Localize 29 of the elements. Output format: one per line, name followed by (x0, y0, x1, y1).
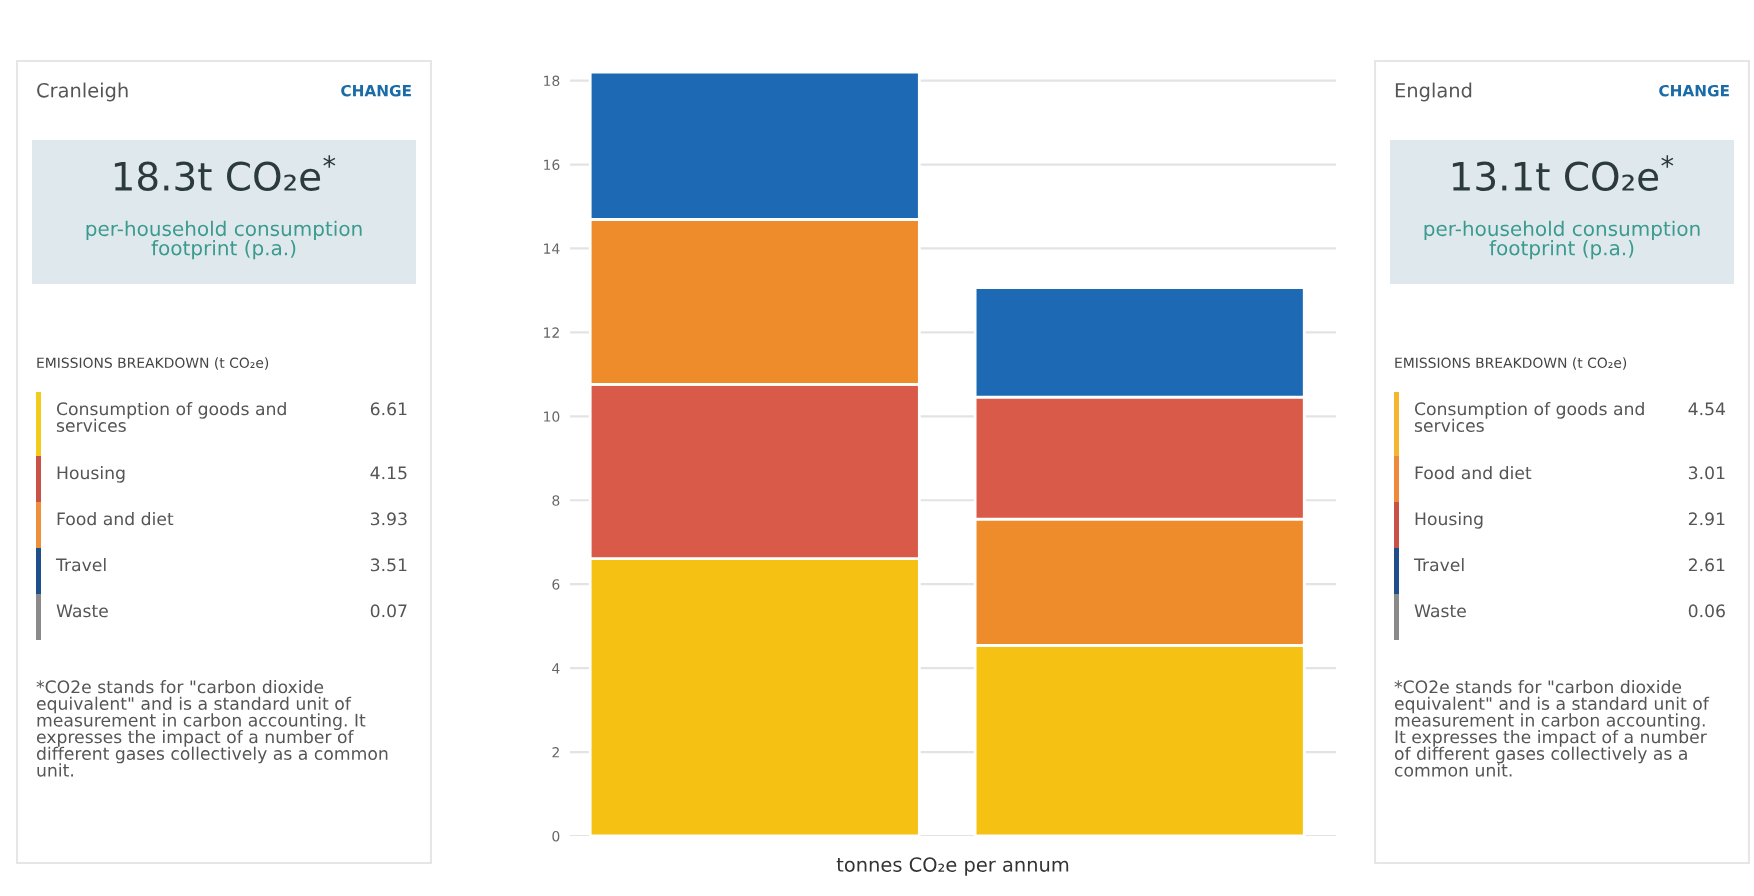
text: per-household consumption footprint (p.a.) (86, 220, 362, 260)
category-label: Food and diet (1415, 466, 1532, 480)
data-label: 2.61 (1688, 558, 1725, 572)
text: Cranleigh (37, 82, 128, 102)
category-label: Consumption of goods and services (56, 402, 286, 432)
text: 13.1t CO₂e$^{*}$ (1452, 155, 1674, 191)
category-label: Housing (1415, 512, 1483, 529)
data-label: 0.06 (1688, 604, 1725, 618)
data-label: 3.51 (370, 558, 407, 572)
data-label: 2.91 (1688, 512, 1725, 526)
category-label: Waste (1414, 604, 1466, 618)
category-label: Waste (56, 604, 108, 618)
category-label: Travel (1413, 558, 1464, 572)
category-label: Food and diet (57, 512, 174, 526)
category-label: Consumption of goods and services (1414, 402, 1644, 432)
text: England (1395, 82, 1472, 102)
x-axis-title: tonnes CO₂e per annum (836, 857, 1069, 876)
data-label: 4.54 (1688, 402, 1726, 416)
data-label: 3.01 (1688, 466, 1725, 480)
data-label: 3.93 (370, 512, 407, 526)
category-label: Travel (55, 558, 106, 572)
data-label: 0.07 (370, 604, 407, 618)
data-label: 4.15 (370, 466, 407, 480)
category-label: Housing (57, 466, 125, 483)
text: per-household consumption footprint (p.a.) (1424, 220, 1700, 260)
text: *CO2e stands for "carbon dioxide equivalent" and is a standard unit of measurement in carbon accounting. It expresses the impact of a number of different gases collectively as a common unit. (36, 680, 388, 777)
text: *CO2e stands for "carbon dioxide equivalent" and is a standard unit of measurement in carbon accounting. It expresses the impact of a number of different gases collectively as a common unit. (1394, 680, 1710, 777)
text: 18.3t CO₂e$^{*}$ (114, 155, 336, 191)
data-label: 6.61 (370, 402, 407, 416)
